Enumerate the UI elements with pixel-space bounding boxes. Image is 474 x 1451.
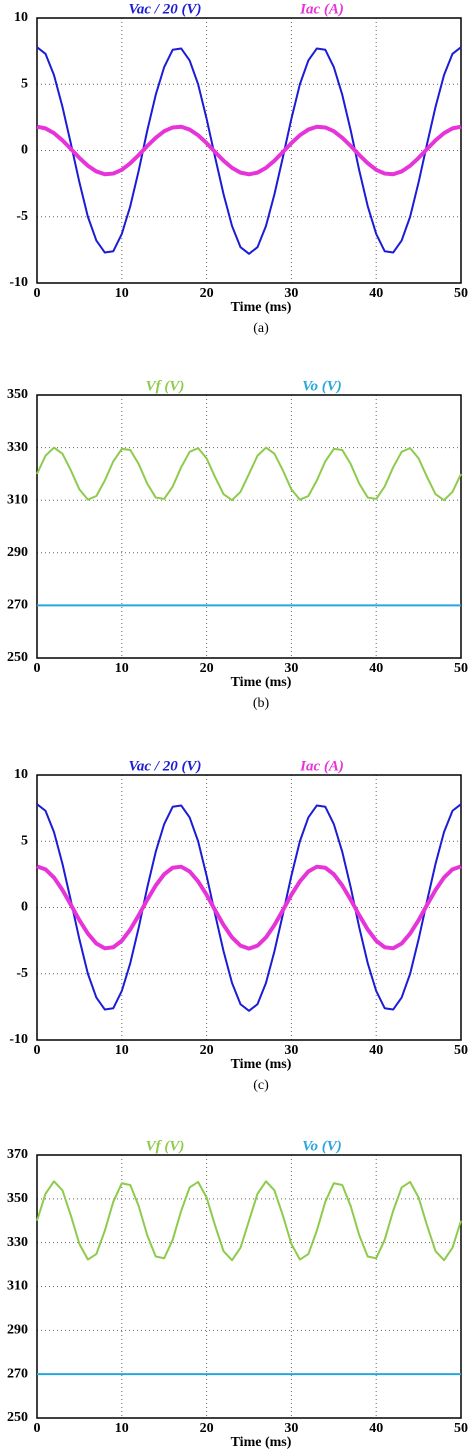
y-tick-label: 0: [21, 143, 28, 158]
series-line: [36, 124, 462, 177]
y-tick-label: 290: [7, 1323, 28, 1338]
x-tick-label: 40: [369, 286, 383, 301]
series-line: [36, 864, 462, 951]
legend-label: Vf (V): [146, 378, 185, 394]
y-tick-label: 310: [7, 492, 28, 507]
x-tick-label: 30: [284, 661, 298, 676]
plot-frame: [36, 1154, 462, 1419]
y-tick-label: 5: [21, 76, 28, 91]
x-tick-label: 20: [200, 286, 214, 301]
x-tick-label: 10: [115, 661, 129, 676]
x-tick-label: 0: [34, 1421, 41, 1436]
x-tick-label: 10: [115, 1421, 129, 1436]
y-tick-label: 370: [7, 1147, 28, 1162]
y-tick-label: 270: [7, 1366, 28, 1381]
y-tick-label: 290: [7, 545, 28, 560]
y-tick-label: 250: [7, 1410, 28, 1425]
x-tick-label: 50: [454, 1043, 468, 1058]
legend-label: Vac / 20 (V): [129, 758, 202, 774]
legend-label: Iac (A): [299, 1, 344, 17]
y-tick-label: 10: [14, 767, 28, 782]
y-tick-label: 270: [7, 598, 28, 613]
x-tick-label: 40: [369, 661, 383, 676]
caption: (b): [253, 696, 270, 711]
x-axis-label: Time (ms): [231, 675, 292, 690]
x-tick-label: 0: [34, 661, 41, 676]
x-tick-label: 20: [200, 661, 214, 676]
legend-label: Vf (V): [146, 1138, 185, 1154]
x-tick-label: 30: [284, 286, 298, 301]
y-tick-label: 350: [7, 387, 28, 402]
y-tick-label: 330: [7, 440, 28, 455]
x-tick-label: 10: [115, 1043, 129, 1058]
y-tick-label: -5: [16, 209, 28, 224]
legend-label: Vac / 20 (V): [129, 1, 202, 17]
plot-frame: [36, 17, 462, 284]
x-tick-label: 30: [284, 1421, 298, 1436]
y-tick-label: 310: [7, 1279, 28, 1294]
x-tick-label: 0: [34, 286, 41, 301]
plot-frame: [36, 394, 462, 659]
y-tick-label: -5: [16, 966, 28, 981]
legend-label: Iac (A): [299, 758, 344, 774]
plot-frame: [36, 774, 462, 1041]
x-tick-label: 20: [200, 1421, 214, 1436]
y-tick-label: -10: [9, 275, 28, 290]
x-tick-label: 0: [34, 1043, 41, 1058]
caption: (a): [253, 321, 269, 336]
series-line: [36, 446, 462, 502]
y-tick-label: 330: [7, 1235, 28, 1250]
legend-label: Vo (V): [302, 1138, 342, 1154]
x-axis-label: Time (ms): [231, 300, 292, 315]
series-line: [36, 803, 462, 1012]
y-tick-label: 250: [7, 650, 28, 665]
caption: (c): [253, 1078, 269, 1093]
legend-label: Vo (V): [302, 378, 342, 394]
y-tick-label: -10: [9, 1032, 28, 1047]
series-line: [36, 1180, 462, 1262]
x-tick-label: 30: [284, 1043, 298, 1058]
x-tick-label: 50: [454, 286, 468, 301]
y-tick-label: 5: [21, 833, 28, 848]
x-tick-label: 40: [369, 1043, 383, 1058]
y-tick-label: 10: [14, 10, 28, 25]
x-axis-label: Time (ms): [231, 1057, 292, 1072]
x-tick-label: 50: [454, 1421, 468, 1436]
y-tick-label: 0: [21, 900, 28, 915]
x-tick-label: 50: [454, 661, 468, 676]
x-tick-label: 10: [115, 286, 129, 301]
x-axis-label: Time (ms): [231, 1435, 292, 1450]
x-tick-label: 20: [200, 1043, 214, 1058]
x-tick-label: 40: [369, 1421, 383, 1436]
y-tick-label: 350: [7, 1191, 28, 1206]
series-line: [36, 46, 462, 255]
